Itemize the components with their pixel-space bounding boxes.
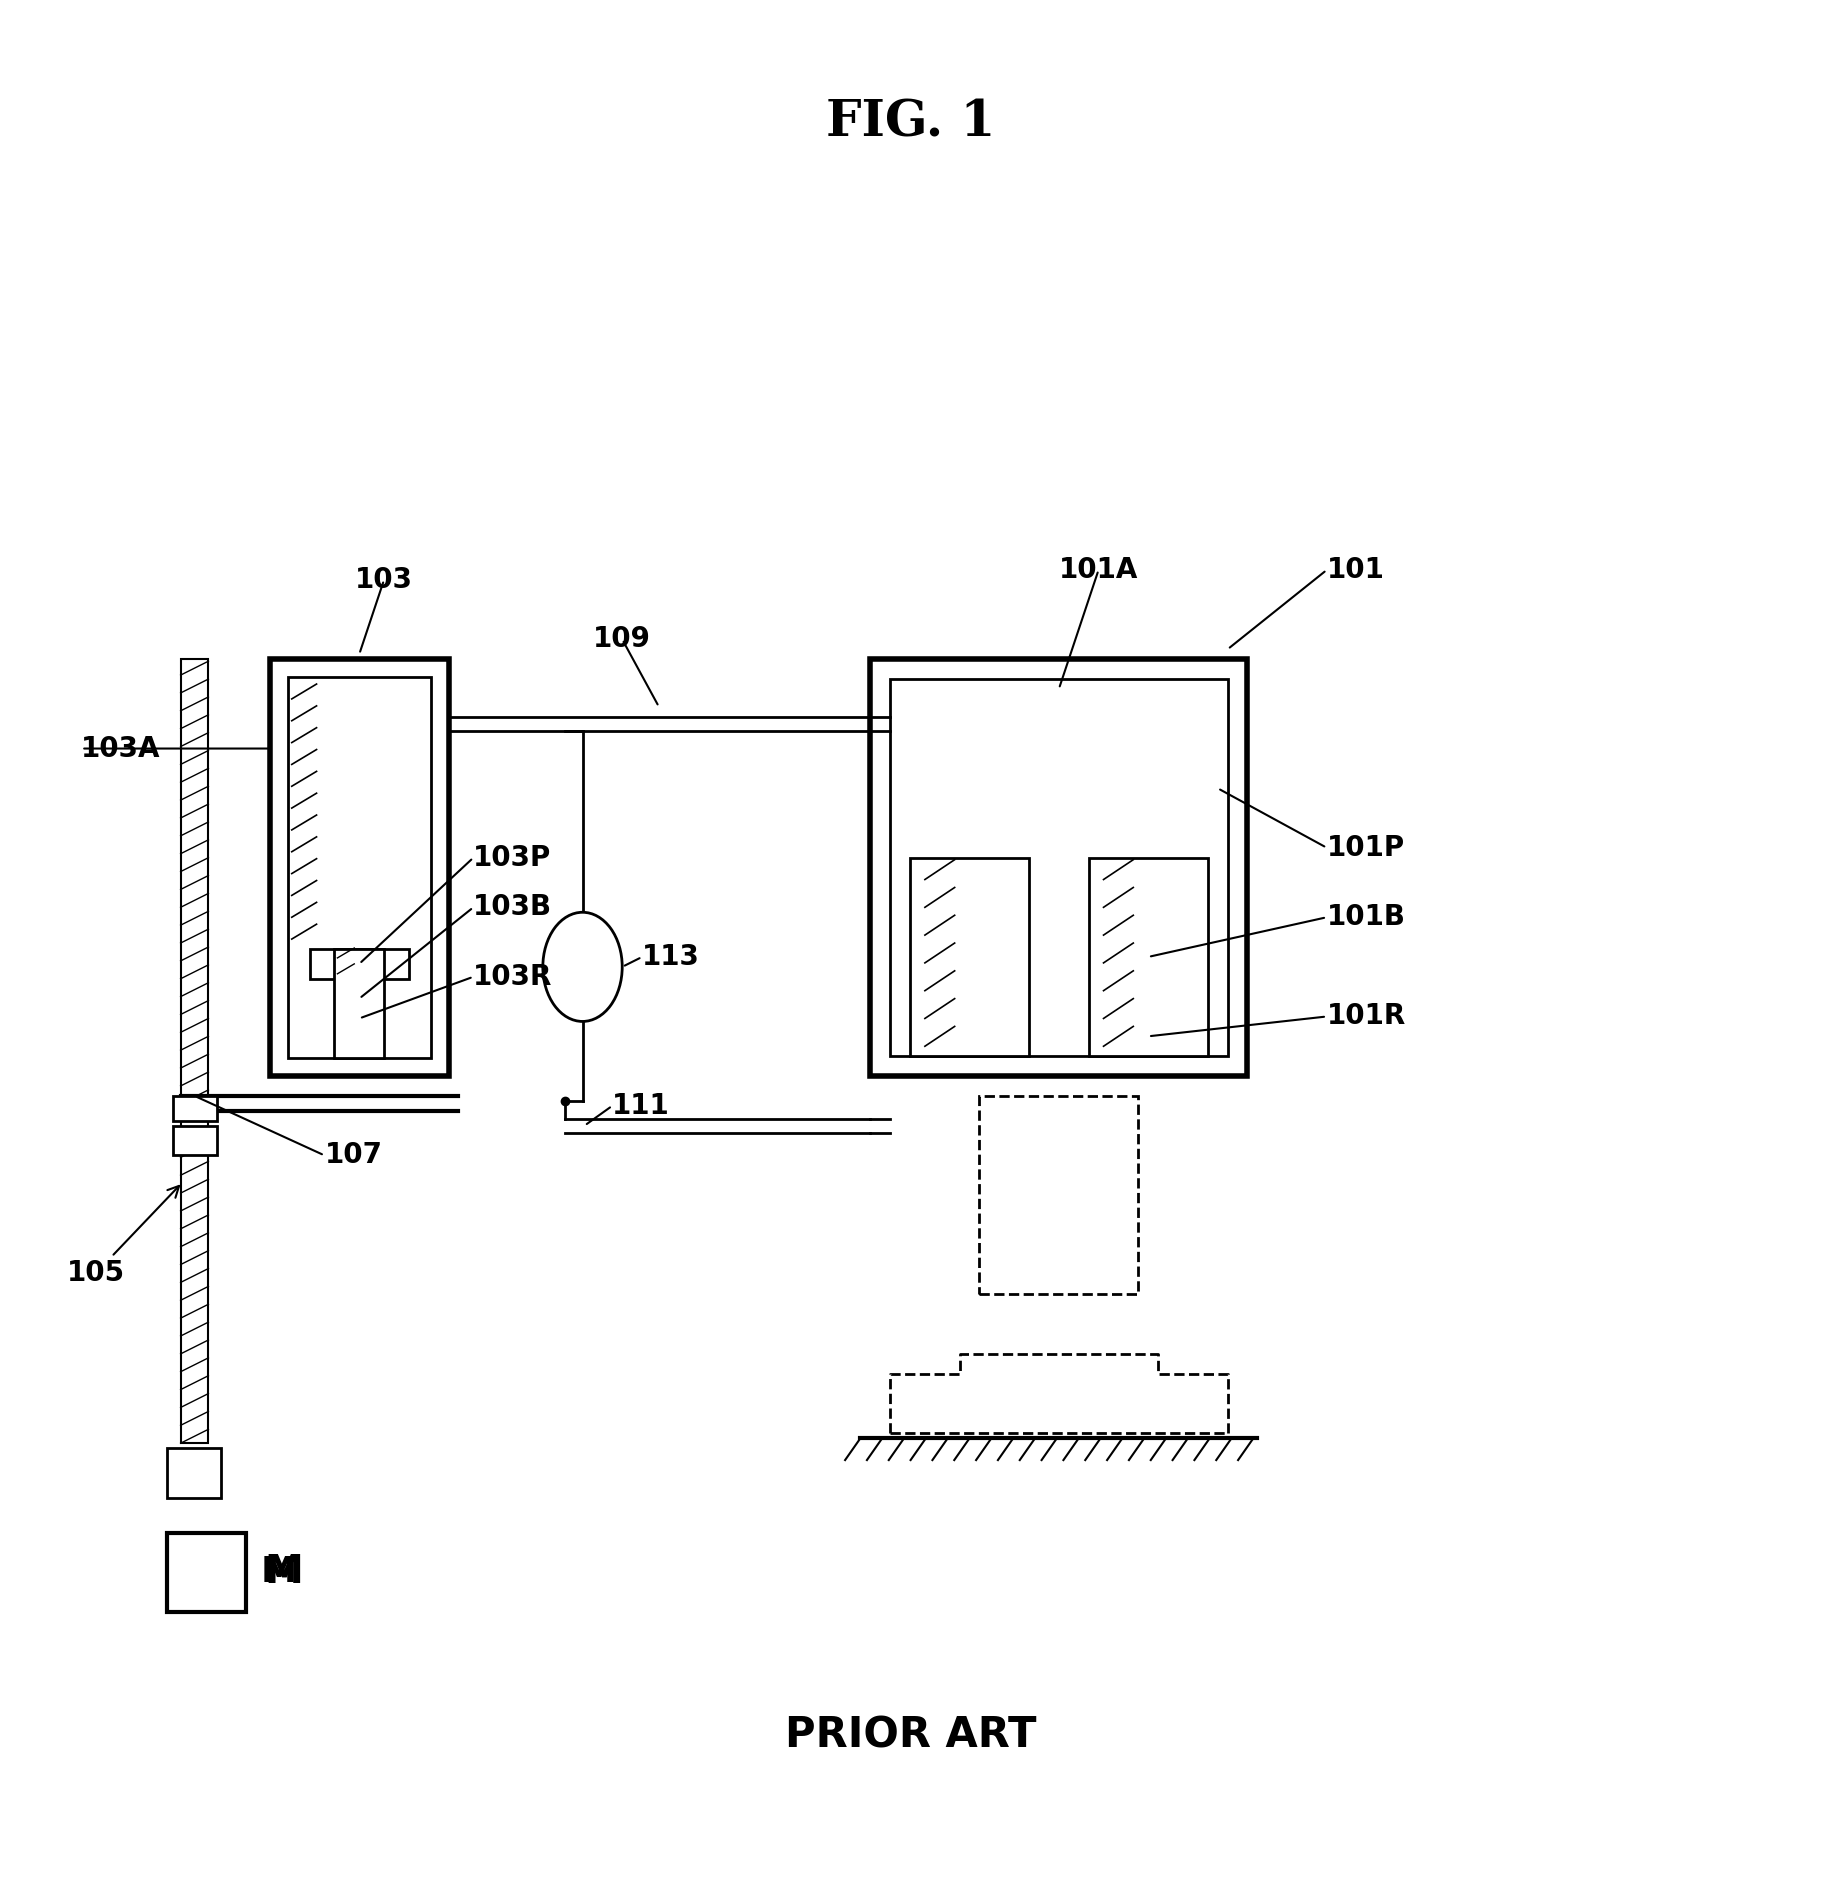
Bar [310,948,408,979]
Bar [288,677,430,1059]
Text: 103A: 103A [82,734,160,763]
Text: 101B: 101B [1326,903,1407,931]
Bar [980,1096,1139,1294]
Text: 101R: 101R [1326,1002,1407,1030]
Bar [335,948,384,1059]
Text: 101P: 101P [1326,835,1405,861]
Bar [270,660,448,1076]
Bar [168,1533,246,1612]
Bar [871,660,1248,1076]
Ellipse shape [543,912,623,1021]
Bar [891,679,1228,1057]
Bar [1088,857,1208,1057]
Text: 107: 107 [324,1142,383,1169]
Text: 113: 113 [641,943,700,971]
Text: PRIOR ART: PRIOR ART [785,1715,1037,1757]
Text: FIG. 1: FIG. 1 [827,99,995,148]
Text: 103P: 103P [474,844,552,873]
Text: 103B: 103B [474,893,552,922]
Bar [173,1125,217,1155]
Bar [180,660,208,1444]
Text: 111: 111 [612,1093,670,1119]
Bar [168,1447,220,1499]
Text: 101: 101 [1326,556,1385,584]
Bar [173,1096,217,1121]
Bar [909,857,1029,1057]
Text: 105: 105 [66,1186,179,1288]
Text: 103: 103 [355,565,414,594]
Text: 101A: 101A [1059,556,1139,584]
Text: M: M [264,1554,302,1592]
Text: M: M [261,1556,297,1590]
Text: 109: 109 [594,626,650,653]
Text: 103R: 103R [474,964,552,990]
